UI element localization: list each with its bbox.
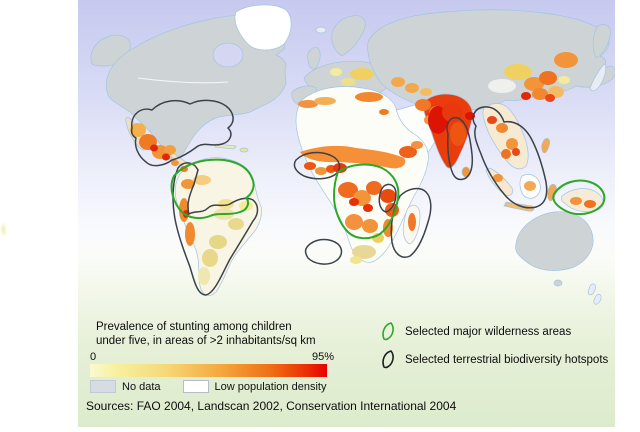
stunting-patches-africa bbox=[298, 97, 423, 264]
sources-line: Sources: FAO 2004, Landscan 2002, Conser… bbox=[86, 399, 457, 413]
scale-labels: 0 95% bbox=[90, 351, 334, 363]
hotspot-outline-cape bbox=[304, 238, 343, 265]
landmass-australia bbox=[515, 211, 594, 271]
area-outline-legend: Selected major wilderness areas Selected… bbox=[381, 321, 611, 377]
legend-title-line2: under five, in areas of >2 inhabitants/s… bbox=[96, 335, 316, 347]
stunting-legend: Prevalence of stunting among children un… bbox=[90, 320, 334, 393]
world-map bbox=[78, 0, 615, 318]
scale-min-label: 0 bbox=[90, 351, 97, 363]
low-population-label: Low population density bbox=[214, 380, 327, 393]
landmass-kamchatka bbox=[592, 24, 611, 59]
wilderness-outlines bbox=[170, 158, 606, 240]
hotspots-legend-row: Selected terrestrial biodiversity hotspo… bbox=[381, 349, 611, 370]
landmass-tasmania bbox=[553, 279, 563, 287]
hotspot-outline-andes-cerrado bbox=[172, 162, 259, 296]
scale-max-label: 95% bbox=[311, 351, 334, 363]
wilderness-oval-icon bbox=[382, 322, 394, 341]
landmass-greenland bbox=[234, 4, 292, 51]
wilderness-legend-label: Selected major wilderness areas bbox=[405, 325, 572, 338]
landmass-new-zealand bbox=[587, 283, 602, 305]
legend-swatch-row: No data Low population density bbox=[90, 380, 334, 393]
wilderness-legend-row: Selected major wilderness areas bbox=[381, 321, 611, 342]
us-canada-border bbox=[137, 77, 229, 84]
map-slide: Prevalence of stunting among children un… bbox=[78, 0, 615, 427]
landmass-scandinavia bbox=[331, 15, 366, 57]
landmass-java bbox=[503, 201, 535, 212]
landmass-japan bbox=[589, 63, 607, 92]
wilderness-outline-new-guinea bbox=[552, 179, 606, 216]
wilderness-outline-congo bbox=[333, 163, 400, 240]
hotspot-outline-west-africa bbox=[293, 151, 341, 180]
no-data-swatch bbox=[90, 380, 116, 393]
landmass-uk bbox=[307, 47, 321, 70]
legend-title-line1: Prevalence of stunting among children bbox=[96, 321, 292, 333]
hotspot-outline-east-africa bbox=[378, 183, 397, 213]
low-population-swatch bbox=[182, 380, 209, 393]
hotspots-legend-label: Selected terrestrial biodiversity hotspo… bbox=[405, 353, 609, 366]
hotspot-outlines bbox=[130, 99, 548, 296]
landmass-hispaniola bbox=[239, 147, 249, 153]
wilderness-outline-amazonia bbox=[170, 158, 255, 220]
landmass-iceland bbox=[315, 26, 327, 34]
hotspot-outline-madagascar bbox=[390, 187, 432, 258]
hotspot-outline-western-ghats bbox=[446, 116, 474, 181]
hotspot-oval-icon bbox=[382, 350, 394, 369]
hudson-bay bbox=[212, 42, 244, 68]
no-data-label: No data bbox=[122, 380, 161, 393]
hotspot-outline-indoburma-sundaland bbox=[472, 106, 548, 209]
landmass-se-asia bbox=[482, 103, 529, 170]
landmass-philippines bbox=[541, 138, 550, 154]
stunting-patches-asia bbox=[428, 52, 596, 208]
stunting-scale-bar bbox=[90, 364, 327, 377]
hotspot-outline-mesoamerica-caribbean bbox=[130, 99, 234, 167]
world-map-svg bbox=[90, 4, 615, 305]
left-edge-artifact bbox=[0, 222, 7, 237]
